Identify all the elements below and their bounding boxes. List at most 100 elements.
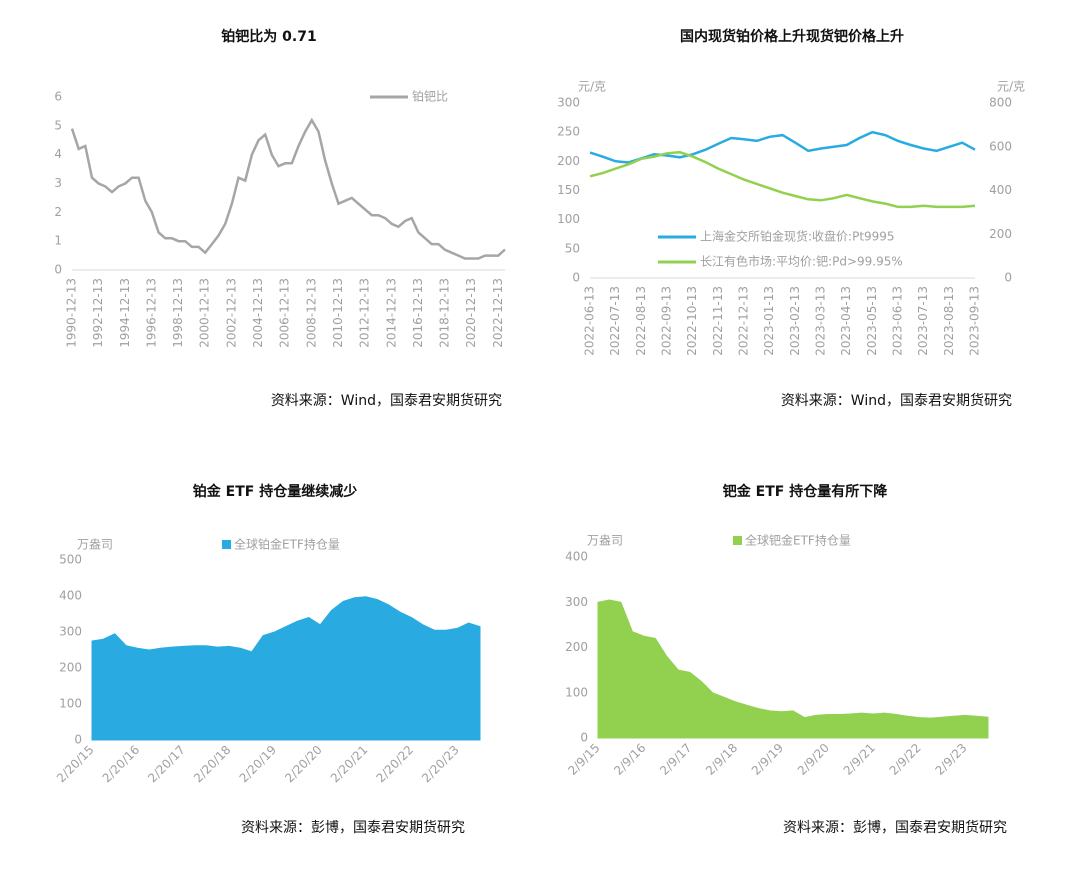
x-tick-label: 2/9/19 bbox=[749, 741, 786, 778]
legend-swatch bbox=[222, 540, 231, 549]
y2-tick-label: 400 bbox=[989, 183, 1012, 197]
x-tick-label: 2/20/16 bbox=[100, 743, 143, 786]
x-tick-label: 2000-12-13 bbox=[198, 278, 212, 348]
legend-label: 全球铂金ETF持仓量 bbox=[234, 537, 340, 552]
y2-tick-label: 200 bbox=[989, 227, 1012, 241]
x-tick-label: 2/20/15 bbox=[54, 743, 97, 786]
y-tick-label: 250 bbox=[557, 125, 580, 139]
x-tick-label: 2006-12-13 bbox=[278, 278, 292, 348]
x-tick-label: 2/9/16 bbox=[611, 741, 648, 778]
x-tick-label: 1994-12-13 bbox=[118, 278, 132, 348]
x-tick-label: 2004-12-13 bbox=[251, 278, 265, 348]
chart-title: 铂金 ETF 持仓量继续减少 bbox=[193, 483, 357, 500]
x-tick-label: 2/9/17 bbox=[657, 741, 694, 778]
line bbox=[589, 150, 976, 209]
x-tick-label: 2/20/22 bbox=[374, 743, 417, 786]
legend-label: 全球钯金ETF持仓量 bbox=[745, 533, 851, 548]
y-tick-label: 400 bbox=[565, 550, 588, 564]
y-tick-label: 0 bbox=[572, 271, 580, 285]
y-tick-label: 50 bbox=[565, 241, 580, 255]
x-tick-label: 2018-12-13 bbox=[438, 278, 452, 348]
x-tick-label: 2022-07-13 bbox=[608, 286, 622, 356]
x-tick-label: 2/9/22 bbox=[887, 741, 924, 778]
x-tick-label: 2012-12-13 bbox=[358, 278, 372, 348]
x-tick-label: 2010-12-13 bbox=[331, 278, 345, 348]
x-tick-label: 2023-09-13 bbox=[968, 286, 982, 356]
x-tick-label: 2/9/23 bbox=[932, 741, 969, 778]
x-tick-label: 2022-06-13 bbox=[583, 286, 597, 356]
y-tick-label: 0 bbox=[74, 733, 82, 747]
source-note: 资料来源：彭博，国泰君安期货研究 bbox=[241, 819, 465, 836]
x-tick-label: 2023-08-13 bbox=[942, 286, 956, 356]
y-tick-label: 100 bbox=[565, 685, 588, 699]
x-tick-label: 2016-12-13 bbox=[411, 278, 425, 348]
x-tick-label: 2/20/21 bbox=[328, 743, 371, 786]
x-tick-label: 2/9/20 bbox=[795, 741, 832, 778]
x-tick-label: 2022-10-13 bbox=[685, 286, 699, 356]
x-tick-label: 2020-12-13 bbox=[464, 278, 478, 348]
y-tick-label: 100 bbox=[59, 697, 82, 711]
y-tick-label: 0 bbox=[54, 263, 62, 277]
chart-title: 国内现货铂价格上升现货钯价格上升 bbox=[680, 28, 904, 45]
x-tick-label: 2/9/21 bbox=[841, 741, 878, 778]
x-tick-label: 2023-06-13 bbox=[891, 286, 905, 356]
legend-label: 铂钯比 bbox=[412, 89, 448, 104]
x-tick-label: 1990-12-13 bbox=[65, 278, 79, 348]
x-tick-label: 2022-12-13 bbox=[491, 278, 505, 348]
x-tick-label: 2022-12-13 bbox=[737, 286, 751, 356]
y-axis-label: 万盎司 bbox=[77, 538, 113, 552]
y2-tick-label: 0 bbox=[1004, 271, 1012, 285]
chart-title: 铂钯比为 0.71 bbox=[221, 28, 316, 45]
x-tick-label: 2022-11-13 bbox=[711, 286, 725, 356]
y-tick-label: 6 bbox=[54, 90, 62, 104]
legend-label: 上海金交所铂金现货:收盘价:Pt9995 bbox=[700, 229, 895, 244]
y-tick-label: 150 bbox=[557, 183, 580, 197]
y-tick-label: 300 bbox=[59, 625, 82, 639]
y-tick-label: 100 bbox=[557, 212, 580, 226]
y-tick-label: 1 bbox=[54, 234, 62, 248]
x-tick-label: 2008-12-13 bbox=[304, 278, 318, 348]
chart-title: 钯金 ETF 持仓量有所下降 bbox=[722, 483, 888, 500]
x-tick-label: 2/9/15 bbox=[565, 741, 602, 778]
x-tick-label: 1996-12-13 bbox=[144, 278, 158, 348]
source-note: 资料来源：Wind，国泰君安期货研究 bbox=[271, 392, 502, 409]
x-tick-label: 2/20/18 bbox=[191, 743, 234, 786]
y-tick-label: 200 bbox=[59, 661, 82, 675]
y-tick-label: 400 bbox=[59, 589, 82, 603]
line bbox=[589, 130, 976, 164]
y2-tick-label: 600 bbox=[989, 139, 1012, 153]
y-tick-label: 500 bbox=[59, 553, 82, 567]
y2-tick-label: 800 bbox=[989, 96, 1012, 110]
x-tick-label: 2023-01-13 bbox=[762, 286, 776, 356]
x-tick-label: 2022-08-13 bbox=[634, 286, 648, 356]
y2-axis-label: 元/克 bbox=[997, 80, 1025, 94]
x-tick-label: 2023-07-13 bbox=[916, 286, 930, 356]
x-tick-label: 2/9/18 bbox=[703, 741, 740, 778]
y-tick-label: 0 bbox=[580, 731, 588, 745]
y-tick-label: 4 bbox=[54, 147, 62, 161]
line bbox=[70, 117, 506, 260]
x-tick-label: 2002-12-13 bbox=[224, 278, 238, 348]
y-tick-label: 200 bbox=[565, 640, 588, 654]
y-tick-label: 300 bbox=[565, 595, 588, 609]
y-axis-label: 万盎司 bbox=[587, 534, 623, 548]
x-tick-label: 2022-09-13 bbox=[660, 286, 674, 356]
y-tick-label: 2 bbox=[54, 205, 62, 219]
y-axis-label: 元/克 bbox=[578, 80, 606, 94]
x-tick-label: 2023-05-13 bbox=[865, 286, 879, 356]
x-tick-label: 1992-12-13 bbox=[91, 278, 105, 348]
source-note: 资料来源：Wind，国泰君安期货研究 bbox=[781, 392, 1012, 409]
area bbox=[91, 596, 481, 741]
y-tick-label: 5 bbox=[54, 118, 62, 132]
x-tick-label: 2/20/19 bbox=[237, 743, 280, 786]
legend-swatch bbox=[733, 536, 742, 545]
x-tick-label: 2/20/20 bbox=[282, 743, 325, 786]
x-tick-label: 2023-03-13 bbox=[814, 286, 828, 356]
x-tick-label: 2023-04-13 bbox=[839, 286, 853, 356]
y-tick-label: 3 bbox=[54, 176, 62, 190]
x-tick-label: 2023-02-13 bbox=[788, 286, 802, 356]
area bbox=[597, 599, 989, 739]
source-note: 资料来源：彭博，国泰君安期货研究 bbox=[783, 819, 1007, 836]
y-tick-label: 300 bbox=[557, 96, 580, 110]
